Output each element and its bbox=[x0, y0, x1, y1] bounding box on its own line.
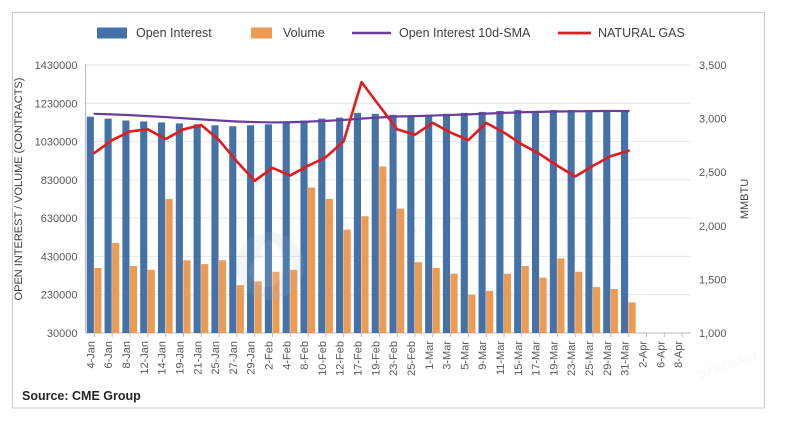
svg-text:830000: 830000 bbox=[41, 175, 78, 187]
svg-text:4-Feb: 4-Feb bbox=[281, 341, 293, 370]
svg-text:19-Feb: 19-Feb bbox=[370, 341, 382, 376]
svg-text:12-Jan: 12-Jan bbox=[139, 341, 151, 375]
svg-text:23-Feb: 23-Feb bbox=[388, 341, 400, 376]
svg-text:25-Mar: 25-Mar bbox=[584, 341, 596, 376]
svg-text:OPEN INTEREST / VOLUME (CONTRA: OPEN INTEREST / VOLUME (CONTRACTS) bbox=[13, 78, 25, 301]
svg-text:21-Jan: 21-Jan bbox=[192, 341, 204, 375]
svg-text:17-Feb: 17-Feb bbox=[353, 341, 365, 376]
svg-text:Open Interest 10d-SMA: Open Interest 10d-SMA bbox=[399, 26, 531, 40]
svg-text:11-Mar: 11-Mar bbox=[495, 341, 507, 375]
svg-text:19-Mar: 19-Mar bbox=[548, 341, 560, 376]
svg-text:23-Mar: 23-Mar bbox=[566, 341, 578, 376]
svg-text:25-Feb: 25-Feb bbox=[406, 341, 418, 376]
svg-text:30000: 30000 bbox=[47, 328, 78, 340]
svg-text:2-Apr: 2-Apr bbox=[637, 341, 649, 368]
svg-text:15-Mar: 15-Mar bbox=[513, 341, 525, 376]
svg-text:10-Feb: 10-Feb bbox=[317, 341, 329, 376]
svg-text:3,500: 3,500 bbox=[699, 60, 727, 72]
svg-text:Volume: Volume bbox=[283, 26, 325, 40]
svg-text:1430000: 1430000 bbox=[35, 60, 78, 72]
svg-text:230000: 230000 bbox=[41, 290, 78, 302]
svg-text:2-Feb: 2-Feb bbox=[263, 341, 275, 370]
svg-text:2,500: 2,500 bbox=[699, 167, 727, 179]
svg-text:1-Mar: 1-Mar bbox=[424, 341, 436, 370]
svg-text:9-Mar: 9-Mar bbox=[477, 341, 489, 370]
svg-text:8-Jan: 8-Jan bbox=[121, 341, 133, 369]
svg-text:29-Mar: 29-Mar bbox=[602, 341, 614, 376]
svg-text:2,000: 2,000 bbox=[699, 221, 727, 233]
svg-text:NATURAL GAS: NATURAL GAS bbox=[598, 26, 685, 40]
svg-text:19-Jan: 19-Jan bbox=[174, 341, 186, 375]
svg-text:1030000: 1030000 bbox=[35, 137, 78, 149]
svg-text:MMBTU: MMBTU bbox=[739, 179, 751, 219]
svg-text:31-Mar: 31-Mar bbox=[620, 341, 632, 376]
svg-text:1,000: 1,000 bbox=[699, 328, 727, 340]
svg-text:5-Mar: 5-Mar bbox=[459, 341, 471, 370]
svg-text:17-Mar: 17-Mar bbox=[531, 341, 543, 376]
svg-text:6-Jan: 6-Jan bbox=[103, 341, 115, 369]
svg-text:Open Interest: Open Interest bbox=[136, 26, 212, 40]
svg-text:1230000: 1230000 bbox=[35, 98, 78, 110]
svg-text:Source: CME Group: Source: CME Group bbox=[22, 389, 141, 403]
svg-text:8-Apr: 8-Apr bbox=[673, 341, 685, 368]
svg-text:1,500: 1,500 bbox=[699, 274, 727, 286]
svg-text:27-Jan: 27-Jan bbox=[228, 341, 240, 375]
svg-text:4-Jan: 4-Jan bbox=[85, 341, 97, 369]
svg-text:3-Mar: 3-Mar bbox=[442, 341, 454, 370]
svg-text:8-Feb: 8-Feb bbox=[299, 341, 311, 370]
svg-text:12-Feb: 12-Feb bbox=[335, 341, 347, 376]
svg-text:6-Apr: 6-Apr bbox=[655, 341, 667, 368]
svg-text:25-Jan: 25-Jan bbox=[210, 341, 222, 375]
svg-text:3,000: 3,000 bbox=[699, 114, 727, 126]
svg-text:430000: 430000 bbox=[41, 251, 78, 263]
svg-text:14-Jan: 14-Jan bbox=[157, 341, 169, 375]
svg-text:630000: 630000 bbox=[41, 213, 78, 225]
svg-text:29-Jan: 29-Jan bbox=[246, 341, 258, 375]
